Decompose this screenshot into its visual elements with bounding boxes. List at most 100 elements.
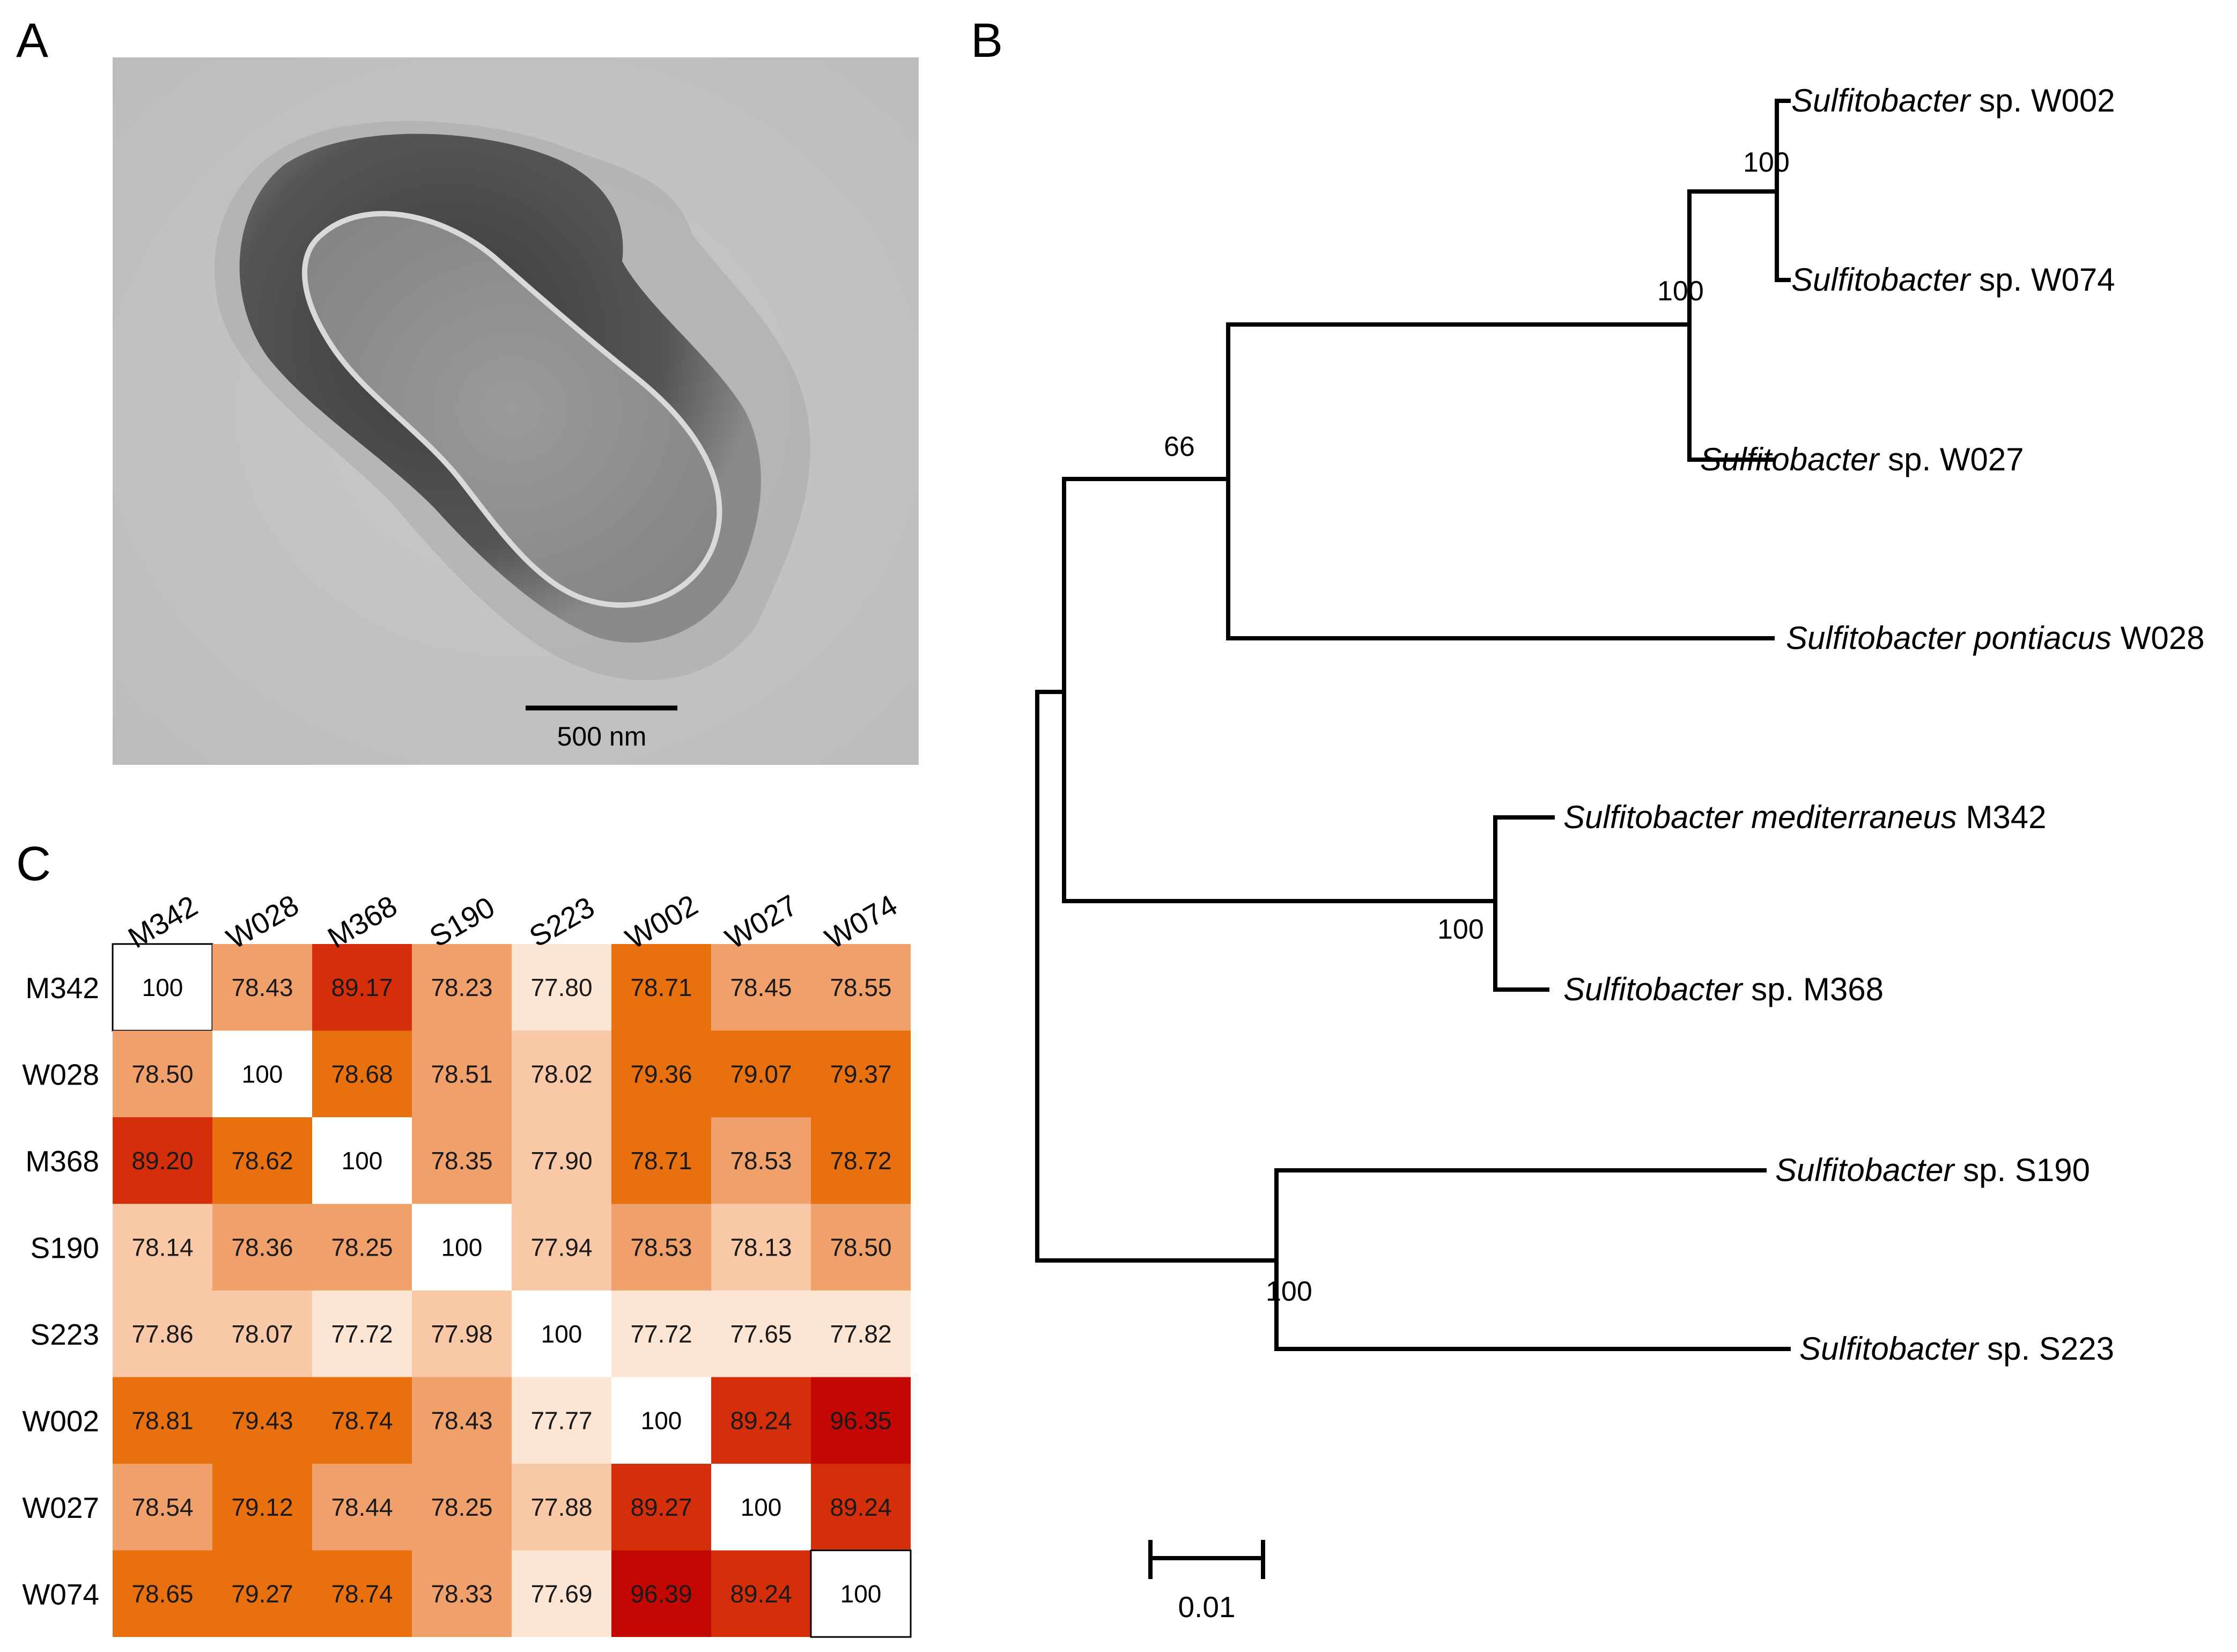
heatmap-cell xyxy=(113,1030,212,1117)
heatmap-value: 78.81 xyxy=(131,1406,193,1434)
heatmap-row-label: M368 xyxy=(25,1145,99,1178)
heatmap-row-label: S190 xyxy=(31,1231,99,1264)
heatmap-value: 77.94 xyxy=(530,1233,592,1261)
leaf-genus-text: Sulfitobacter xyxy=(1775,1152,1955,1188)
heatmap-value: 89.24 xyxy=(730,1406,792,1434)
heatmap-value: 77.69 xyxy=(530,1580,592,1607)
heatmap-value: 79.37 xyxy=(830,1060,891,1088)
tree-leaf-label: Sulfitobacter sp. W002 xyxy=(1791,83,2115,119)
heatmap-cell xyxy=(512,1550,611,1637)
heatmap-cell xyxy=(412,1117,512,1204)
heatmap-cell xyxy=(512,944,611,1031)
heatmap-cell xyxy=(312,1030,412,1117)
heatmap-cell xyxy=(512,1204,611,1290)
heatmap-value: 78.35 xyxy=(431,1147,492,1175)
heatmap-cell xyxy=(811,1464,911,1551)
identity-heatmap: 100 78.43 89.17 78.23 77.80 78.71 78.45 78.55 78… xyxy=(22,888,912,1638)
heatmap-value: 78.72 xyxy=(830,1147,891,1175)
leaf-genus-text: Sulfitobacter xyxy=(1563,971,1744,1007)
heatmap-cell xyxy=(611,1550,711,1637)
heatmap-cell xyxy=(611,1290,711,1377)
heatmap-cell xyxy=(412,1550,512,1637)
heatmap-value: 77.72 xyxy=(630,1320,692,1348)
heatmap-value: 78.13 xyxy=(730,1233,792,1261)
heatmap-row-label: W002 xyxy=(22,1404,99,1437)
heatmap-column-label: S190 xyxy=(424,890,500,954)
heatmap-value: 78.71 xyxy=(630,1147,692,1175)
heatmap-cell xyxy=(711,1464,811,1551)
heatmap-cell xyxy=(312,1550,412,1637)
heatmap-value: 78.68 xyxy=(331,1060,393,1088)
leaf-strain-text: W028 xyxy=(2112,620,2204,656)
bootstrap-value: 100 xyxy=(1437,914,1484,945)
heatmap-cell xyxy=(412,1290,512,1377)
heatmap-cell xyxy=(212,1464,312,1551)
heatmap-value: 89.20 xyxy=(131,1147,193,1175)
heatmap-cell xyxy=(512,1117,611,1204)
heatmap-value: 96.35 xyxy=(830,1406,891,1434)
tree-scale-label: 0.01 xyxy=(1178,1590,1235,1624)
heatmap-value: 89.17 xyxy=(331,974,393,1001)
heatmap-value: 100 xyxy=(541,1320,582,1348)
heatmap-row-label: W027 xyxy=(22,1491,99,1524)
heatmap-value: 89.24 xyxy=(730,1580,792,1607)
heatmap-cell xyxy=(611,1117,711,1204)
heatmap-cell xyxy=(611,1464,711,1551)
panel-a-letter: A xyxy=(16,14,49,68)
leaf-strain-text: sp. S190 xyxy=(1954,1152,2091,1188)
heatmap-cell xyxy=(212,944,312,1031)
heatmap-value: 78.33 xyxy=(431,1580,492,1607)
heatmap-cell xyxy=(512,1464,611,1551)
tree-leaf-label: Sulfitobacter sp. M368 xyxy=(1563,971,1884,1007)
heatmap-row-label: W028 xyxy=(22,1058,99,1091)
heatmap-value: 79.36 xyxy=(630,1060,692,1088)
heatmap-cell xyxy=(711,944,811,1031)
heatmap-cell xyxy=(212,1290,312,1377)
heatmap-cell xyxy=(112,943,213,1031)
heatmap-value: 77.86 xyxy=(131,1320,193,1348)
heatmap-value: 78.53 xyxy=(730,1147,792,1175)
heatmap-cell xyxy=(312,1464,412,1551)
heatmap-value: 78.45 xyxy=(730,974,792,1001)
heatmap-cell xyxy=(711,1377,811,1464)
heatmap-cell xyxy=(412,1030,512,1117)
heatmap-cell xyxy=(512,1030,611,1117)
heatmap-cell xyxy=(711,1290,811,1377)
heatmap-cell xyxy=(711,1117,811,1204)
heatmap-cell xyxy=(312,1204,412,1290)
bootstrap-value: 100 xyxy=(1657,276,1704,307)
leaf-strain-text: sp. S223 xyxy=(1978,1331,2115,1367)
heatmap-value: 89.27 xyxy=(630,1493,692,1521)
heatmap-value: 78.07 xyxy=(231,1320,293,1348)
heatmap-cell xyxy=(212,1377,312,1464)
heatmap-cell xyxy=(212,1550,312,1637)
leaf-strain-text: sp. W074 xyxy=(1970,262,2115,298)
heatmap-value: 79.12 xyxy=(231,1493,293,1521)
heatmap-value: 78.71 xyxy=(630,974,692,1001)
leaf-genus-text: Sulfitobacter mediterraneus xyxy=(1563,799,1957,835)
heatmap-value: 100 xyxy=(142,974,183,1001)
heatmap-cell xyxy=(113,1204,212,1290)
heatmap-cell xyxy=(312,1377,412,1464)
leaf-genus-text: Sulfitobacter xyxy=(1700,441,1880,477)
heatmap-value: 77.82 xyxy=(830,1320,891,1348)
heatmap-value: 79.43 xyxy=(231,1406,293,1434)
heatmap-value: 78.43 xyxy=(431,1406,492,1434)
tree-leaf-label: Sulfitobacter mediterraneus M342 xyxy=(1563,799,2046,835)
leaf-genus-text: Sulfitobacter xyxy=(1799,1331,1980,1367)
heatmap-value: 77.88 xyxy=(530,1493,592,1521)
heatmap-value: 78.50 xyxy=(830,1233,891,1261)
heatmap-cell xyxy=(611,1377,711,1464)
heatmap-value: 78.54 xyxy=(131,1493,193,1521)
heatmap-value: 100 xyxy=(741,1493,782,1521)
leaf-genus-text: Sulfitobacter pontiacus xyxy=(1786,620,2112,656)
heatmap-cell xyxy=(212,1204,312,1290)
scale-bar-label: 500 nm xyxy=(557,721,647,751)
heatmap-value: 78.55 xyxy=(830,974,891,1001)
heatmap-cell xyxy=(412,1204,512,1290)
heatmap-value: 77.72 xyxy=(331,1320,393,1348)
heatmap-row-label: M342 xyxy=(25,971,99,1005)
heatmap-cell xyxy=(711,1204,811,1290)
tem-micrograph: 500 nm xyxy=(113,57,919,765)
phylogenetic-tree: Sulfitobacter sp. W002 Sulfitobacter sp. … xyxy=(1035,83,2204,1624)
